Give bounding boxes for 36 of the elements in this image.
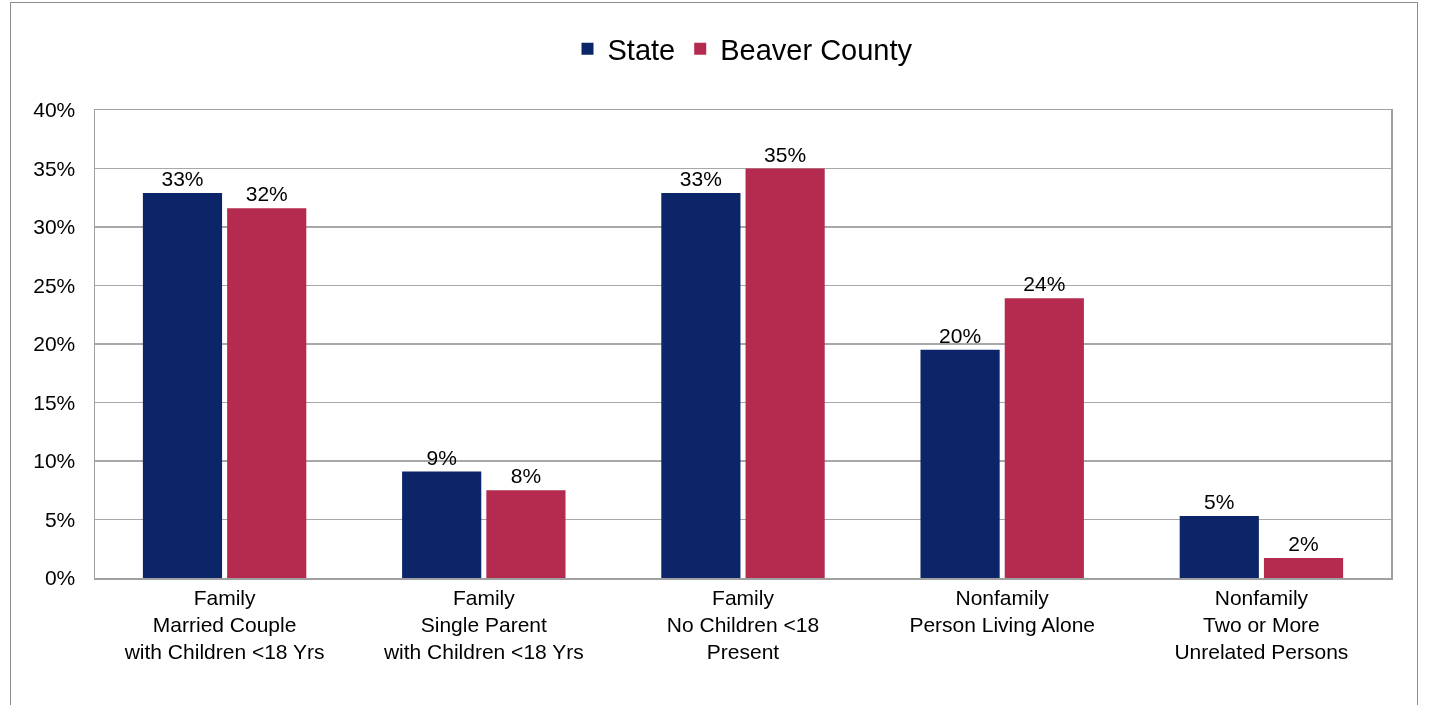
bar [142, 193, 223, 578]
bar [661, 193, 741, 578]
x-tick-label: Nonfamily Two or More Unrelated Persons [1174, 585, 1349, 664]
bar [486, 490, 566, 578]
y-tick-label: 0% [44, 566, 76, 590]
data-label: 9% [426, 445, 457, 469]
data-label: 8% [510, 464, 542, 488]
legend-label: State [607, 34, 676, 67]
data-label: 24% [1023, 272, 1066, 296]
legend-label: Beaver County [720, 34, 913, 67]
data-label: 32% [245, 182, 288, 206]
y-tick-label: 5% [44, 507, 76, 531]
bar [1179, 515, 1259, 578]
y-tick-label: 25% [33, 273, 76, 297]
y-tick-label: 40% [33, 98, 76, 122]
data-label: 2% [1288, 532, 1319, 556]
y-tick-label: 20% [33, 332, 76, 356]
data-label: 33% [161, 167, 204, 191]
data-label: 33% [679, 167, 722, 191]
y-tick-label: 35% [33, 156, 76, 180]
bar [745, 168, 825, 578]
bar [920, 349, 1000, 578]
data-label: 35% [764, 142, 807, 166]
data-label: 5% [1204, 489, 1235, 513]
x-tick-label: Family Single Parent with Children <18 Yrs [382, 585, 584, 664]
bar [1004, 298, 1084, 578]
bar [1263, 558, 1344, 578]
y-tick-label: 30% [33, 215, 76, 239]
y-tick-label: 10% [33, 449, 76, 473]
bar [402, 471, 482, 578]
y-tick-label: 15% [33, 390, 76, 414]
x-tick-label: Nonfamily Person Living Alone [909, 585, 1096, 636]
data-label: 20% [939, 323, 982, 347]
x-tick-label: Family Married Couple with Children <18 Yrs [123, 585, 325, 664]
x-tick-label: Family No Children <18 Present [666, 585, 820, 664]
bar [227, 208, 307, 578]
